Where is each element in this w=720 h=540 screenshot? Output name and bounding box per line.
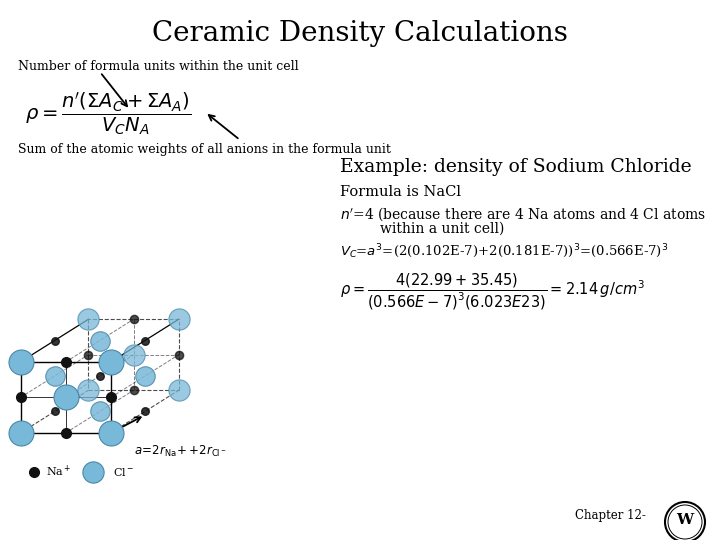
Text: Chapter 12-: Chapter 12- — [575, 509, 646, 522]
Text: $\rho = \dfrac{n'(\Sigma A_C + \Sigma A_A)}{V_C N_A}$: $\rho = \dfrac{n'(\Sigma A_C + \Sigma A_… — [25, 90, 192, 137]
Text: within a unit cell): within a unit cell) — [380, 222, 505, 236]
Text: Sum of the atomic weights of all anions in the formula unit: Sum of the atomic weights of all anions … — [18, 143, 391, 156]
Text: $n'$=4 (because there are 4 Na atoms and 4 Cl atoms: $n'$=4 (because there are 4 Na atoms and… — [340, 205, 706, 222]
Text: $\rho = \dfrac{4(22.99 + 35.45)}{(0.566E-7)^3(6.023E23)} = 2.14\,g/cm^3$: $\rho = \dfrac{4(22.99 + 35.45)}{(0.566E… — [340, 272, 645, 312]
Text: Number of formula units within the unit cell: Number of formula units within the unit … — [18, 60, 299, 73]
Text: Cl$^-$: Cl$^-$ — [113, 466, 135, 478]
Text: Formula is NaCl: Formula is NaCl — [340, 185, 461, 199]
Text: Ceramic Density Calculations: Ceramic Density Calculations — [152, 20, 568, 47]
Text: W: W — [676, 513, 693, 527]
Text: Na$^+$: Na$^+$ — [45, 464, 71, 480]
Text: Example: density of Sodium Chloride: Example: density of Sodium Chloride — [340, 158, 692, 176]
Text: $V_C$=$a^3$=(2(0.102E-7)+2(0.181E-7))$^3$=(0.566E-7)$^3$: $V_C$=$a^3$=(2(0.102E-7)+2(0.181E-7))$^3… — [340, 242, 668, 260]
Text: $a\!=\!2r_{\rm Na}\!+\!+\!2r_{\rm Cl^-}$: $a\!=\!2r_{\rm Na}\!+\!+\!2r_{\rm Cl^-}$ — [134, 443, 226, 458]
